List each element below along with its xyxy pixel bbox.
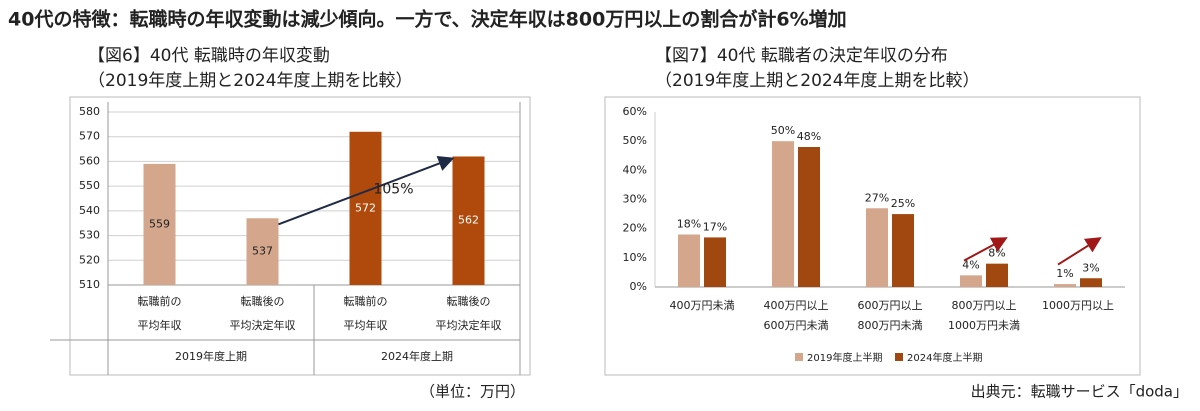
bar <box>143 163 176 285</box>
annotation: 105% <box>373 181 413 197</box>
bar <box>452 156 485 285</box>
value-label: 27% <box>865 191 889 204</box>
page-title: 40代の特徴：転職時の年収変動は減少傾向。一方で、決定年収は800万円以上の割合… <box>8 8 847 31</box>
y-tick-label: 580 <box>79 105 100 118</box>
y-tick-label: 40% <box>623 163 647 176</box>
x-tick-label: 400万円未満 <box>670 299 735 312</box>
y-tick-label: 60% <box>623 105 647 118</box>
bar <box>866 208 888 287</box>
bar <box>960 275 982 287</box>
unit-note: （単位：万円） <box>420 383 525 401</box>
legend-label: 2019年度上半期 <box>807 351 882 364</box>
trend-arrow <box>963 237 1008 262</box>
x-tick-label: 転職後の <box>241 294 285 308</box>
chart-title: 【図7】40代 転職者の決定年収の分布 <box>655 46 948 66</box>
value-label: 8% <box>988 247 1005 260</box>
value-label: 1% <box>1056 267 1073 280</box>
value-label: 25% <box>891 197 915 210</box>
value-label: 562 <box>458 214 479 227</box>
y-tick-label: 520 <box>79 253 100 266</box>
trend-arrow <box>278 155 455 226</box>
bar <box>349 131 382 285</box>
bar <box>246 218 279 285</box>
value-label: 18% <box>677 218 701 231</box>
x-tick-label: 600万円以上 <box>858 299 923 312</box>
y-tick-label: 30% <box>623 193 647 206</box>
y-tick-label: 0% <box>630 280 647 293</box>
value-label: 17% <box>703 220 727 233</box>
legend-swatch <box>795 353 803 361</box>
value-label: 572 <box>355 201 376 214</box>
chart-title: 【図6】40代 転職時の年収変動 <box>88 46 330 66</box>
y-tick-label: 540 <box>79 204 100 217</box>
x-tick-label: 平均決定年収 <box>436 318 502 332</box>
legend-label: 2024年度上半期 <box>907 351 982 364</box>
bar <box>798 147 820 287</box>
x-tick-label: 平均年収 <box>138 318 182 332</box>
bar <box>892 214 914 287</box>
x-tick-label: 転職前の <box>344 294 388 308</box>
bar <box>678 234 700 287</box>
group-label: 2019年度上期 <box>175 349 247 363</box>
x-tick-label: 600万円未満 <box>764 319 829 332</box>
y-tick-label: 10% <box>623 251 647 264</box>
bar <box>1054 284 1076 287</box>
value-label: 48% <box>797 130 821 143</box>
bar <box>986 263 1008 287</box>
value-label: 537 <box>252 245 273 258</box>
chart-subtitle: （2019年度上期と2024年度上期を比較） <box>88 71 413 91</box>
group-label: 2024年度上期 <box>381 349 453 363</box>
trend-arrow <box>1057 237 1102 266</box>
x-tick-label: 平均決定年収 <box>230 318 296 332</box>
x-tick-label: 平均年収 <box>344 318 388 332</box>
y-tick-label: 550 <box>79 179 100 192</box>
x-tick-label: 800万円未満 <box>858 319 923 332</box>
y-tick-label: 50% <box>623 134 647 147</box>
x-tick-label: 転職前の <box>138 294 182 308</box>
y-tick-label: 560 <box>79 154 100 167</box>
y-tick-label: 530 <box>79 229 100 242</box>
x-tick-label: 1000万円未満 <box>948 319 1020 332</box>
frame <box>69 96 531 376</box>
value-label: 3% <box>1082 261 1099 274</box>
frame <box>604 96 1141 376</box>
value-label: 4% <box>962 258 979 271</box>
chart-subtitle: （2019年度上期と2024年度上期を比較） <box>655 71 980 91</box>
y-tick-label: 510 <box>79 278 100 291</box>
y-tick-label: 20% <box>623 222 647 235</box>
x-tick-label: 1000万円以上 <box>1042 299 1114 312</box>
legend-swatch <box>895 353 903 361</box>
x-tick-label: 800万円以上 <box>952 299 1017 312</box>
x-tick-label: 転職後の <box>447 294 491 308</box>
source: 出典元：転職サービス「doda」 <box>971 383 1188 401</box>
value-label: 50% <box>771 124 795 137</box>
x-tick-label: 400万円以上 <box>764 299 829 312</box>
y-tick-label: 570 <box>79 130 100 143</box>
bar <box>1080 278 1102 287</box>
bar <box>704 237 726 287</box>
value-label: 559 <box>149 217 170 230</box>
bar <box>772 141 794 287</box>
